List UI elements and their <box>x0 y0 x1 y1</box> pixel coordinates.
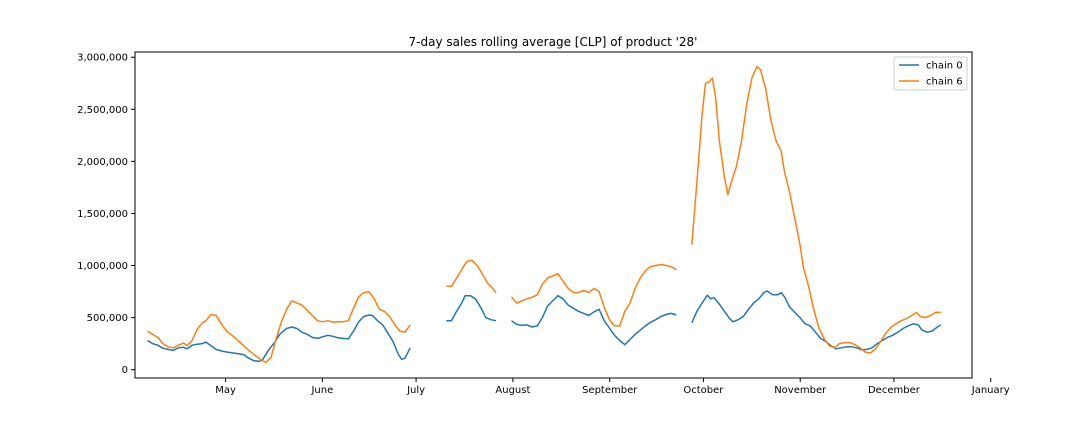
x-tick-label: October <box>683 385 724 396</box>
x-tick-label: July <box>406 385 425 396</box>
legend-label: chain 0 <box>926 61 963 72</box>
series-lines <box>147 65 942 364</box>
x-tick-label: September <box>582 385 638 396</box>
y-tick-label: 2,500,000 <box>77 105 128 116</box>
x-tick-label: August <box>495 385 530 396</box>
y-tick-label: 1,000,000 <box>77 261 128 272</box>
series-line <box>147 314 411 363</box>
x-tick-label: November <box>774 385 827 396</box>
series-line <box>510 263 677 327</box>
y-tick-label: 500,000 <box>87 313 128 324</box>
legend-label: chain 6 <box>926 77 963 88</box>
x-tick-label: January <box>971 385 1010 396</box>
y-tick-label: 3,000,000 <box>77 53 128 64</box>
plot-frame <box>134 51 973 379</box>
x-tick-label: June <box>310 385 333 396</box>
legend: chain 0 chain 6 <box>893 56 968 91</box>
y-axis: 0 500,000 1,000,000 1,500,000 2,000,000 2,500… <box>77 53 135 376</box>
series-line <box>511 294 677 346</box>
series-line <box>446 259 497 294</box>
x-axis: May June July August September October Novembe… <box>215 378 1010 396</box>
chart-title: 7-day sales rolling average [CLP] of pro… <box>409 35 698 49</box>
x-tick-label: December <box>868 385 921 396</box>
plot-area <box>134 51 973 379</box>
series-line <box>446 294 497 322</box>
series-line <box>691 65 941 354</box>
y-tick-label: 1,500,000 <box>77 209 128 220</box>
series-line <box>147 290 411 364</box>
x-tick-label: May <box>215 385 236 396</box>
y-tick-label: 2,000,000 <box>77 157 128 168</box>
y-tick-label: 0 <box>122 365 128 376</box>
series-line <box>691 290 942 351</box>
